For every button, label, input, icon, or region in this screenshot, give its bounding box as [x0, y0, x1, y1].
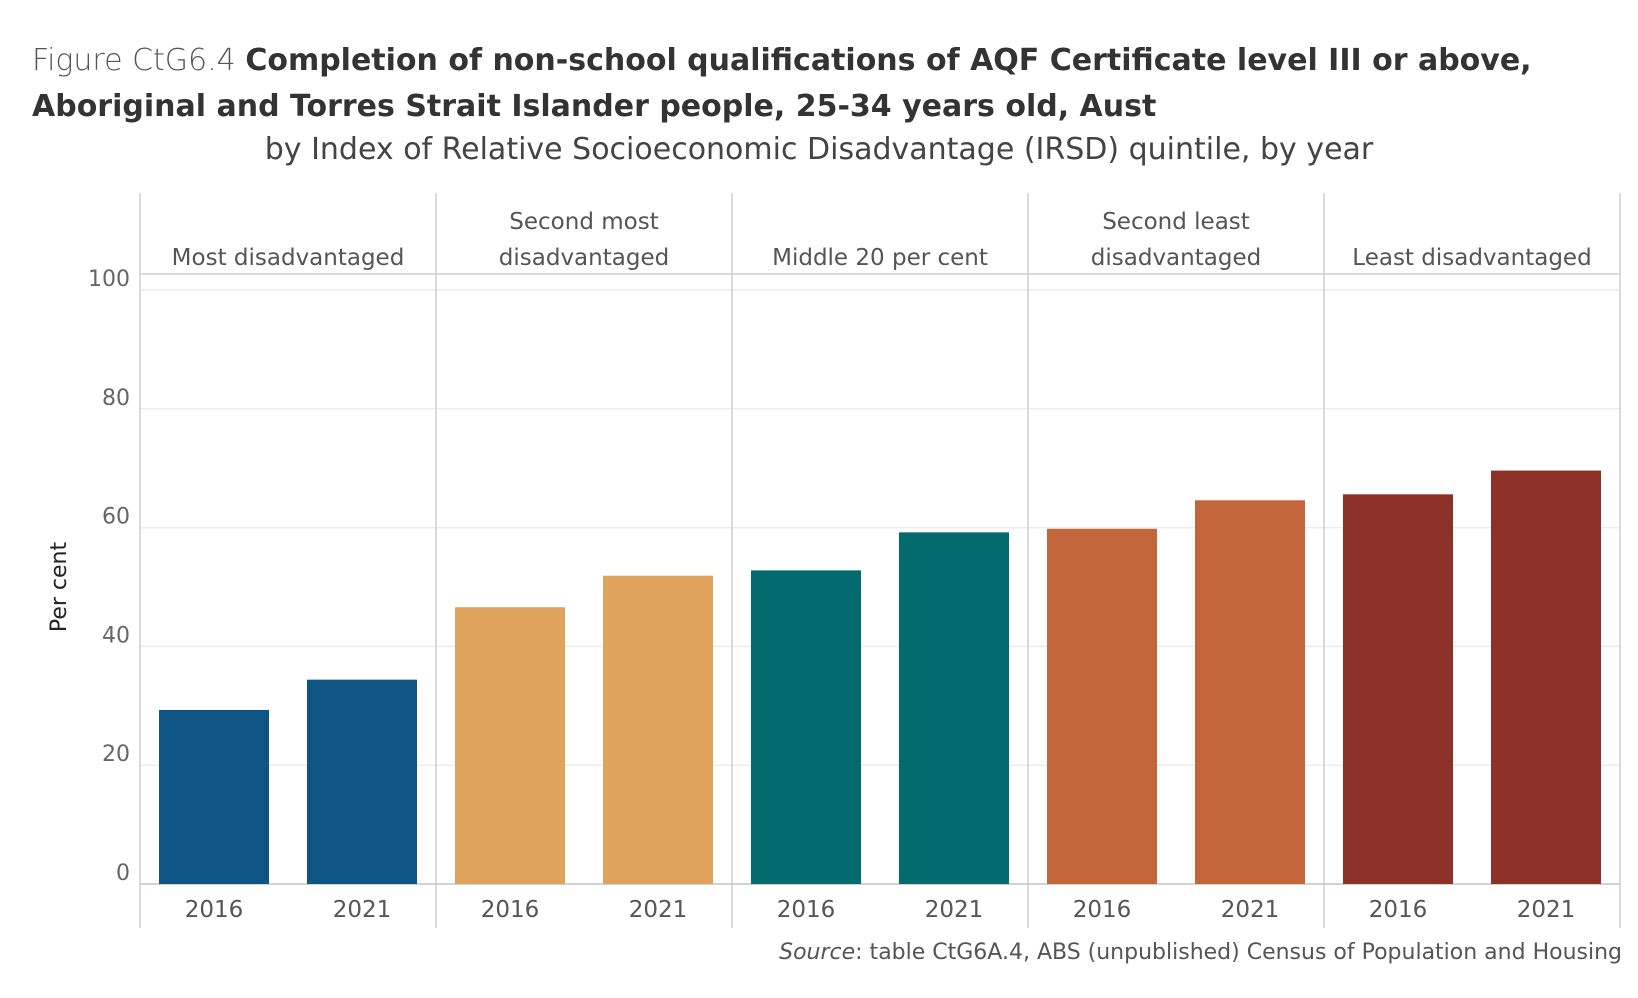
- x-tick-label: 2021: [925, 897, 984, 923]
- source-label: Source: [779, 940, 856, 965]
- panel-header-label: Second least: [1102, 209, 1250, 235]
- y-tick-label: 0: [116, 861, 130, 886]
- x-tick-label: 2016: [1369, 897, 1428, 923]
- x-tick-label: 2016: [481, 897, 540, 923]
- x-tick-label: 2016: [1073, 897, 1132, 923]
- bar: [1343, 494, 1453, 884]
- panel-header-label: Middle 20 per cent: [772, 245, 988, 271]
- y-tick-label: 40: [102, 623, 130, 648]
- bar: [455, 607, 565, 884]
- x-tick-label: 2021: [333, 897, 392, 923]
- panel-header-label: disadvantaged: [1091, 245, 1261, 271]
- bar: [1491, 470, 1601, 884]
- chart-title: Figure CtG6.4 Completion of non-school q…: [32, 38, 1622, 130]
- bar: [751, 570, 861, 884]
- bar: [603, 575, 713, 884]
- y-tick-label: 100: [88, 267, 130, 292]
- bar: [899, 532, 1009, 884]
- panel-header-label: Second most: [509, 209, 658, 235]
- x-tick-label: 2016: [185, 897, 244, 923]
- chart-subtitle: by Index of Relative Socioeconomic Disad…: [264, 132, 1374, 167]
- source-text: : table CtG6A.4, ABS (unpublished) Censu…: [855, 940, 1622, 965]
- bar: [1047, 528, 1157, 884]
- bar: [307, 679, 417, 884]
- y-tick-label: 20: [102, 742, 130, 767]
- x-tick-label: 2016: [777, 897, 836, 923]
- x-tick-label: 2021: [1221, 897, 1280, 923]
- y-tick-label: 60: [102, 505, 130, 530]
- panel-header-label: Least disadvantaged: [1352, 245, 1591, 271]
- panel-header-label: disadvantaged: [499, 245, 669, 271]
- figure-title: Completion of non-school qualifications …: [32, 43, 1532, 124]
- y-axis-label: Per cent: [47, 542, 72, 633]
- panel-header-label: Most disadvantaged: [172, 245, 405, 271]
- figure-label: Figure CtG6.4: [32, 43, 236, 78]
- x-tick-label: 2021: [1517, 897, 1576, 923]
- y-tick-label: 80: [102, 386, 130, 411]
- x-tick-label: 2021: [629, 897, 688, 923]
- bar: [1195, 500, 1305, 884]
- bar: [159, 709, 269, 884]
- source-note: Source: table CtG6A.4, ABS (unpublished)…: [779, 940, 1622, 965]
